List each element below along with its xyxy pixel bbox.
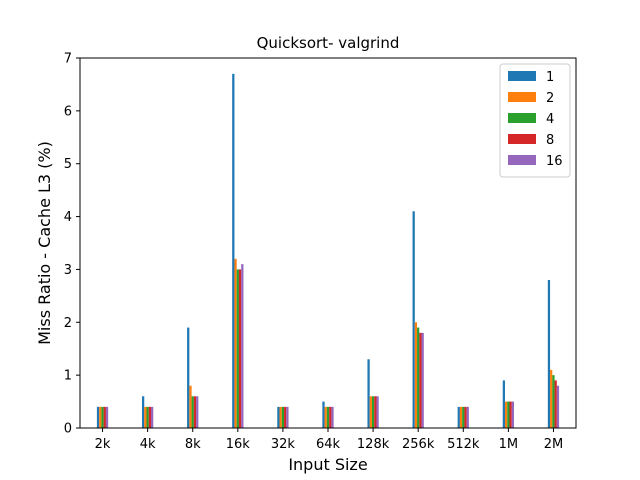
bar-1M-series-1 bbox=[502, 380, 505, 428]
y-tick-label: 4 bbox=[64, 210, 72, 225]
bar-1M-series-2 bbox=[504, 401, 508, 428]
x-tick-label: 256k bbox=[402, 437, 435, 452]
y-tick-label: 3 bbox=[64, 263, 72, 278]
y-tick-label: 7 bbox=[64, 52, 72, 67]
x-tick-label: 1M bbox=[499, 437, 519, 452]
bar-2k-series-1 bbox=[96, 406, 100, 428]
bar-64k-series-8 bbox=[329, 406, 332, 428]
legend-swatch-1 bbox=[508, 71, 536, 81]
bar-512k-series-1 bbox=[457, 406, 460, 428]
legend-label-8: 8 bbox=[546, 133, 554, 148]
x-tick-label: 2M bbox=[544, 437, 564, 452]
bar-4k-series-2 bbox=[144, 406, 147, 428]
bar-2M-series-4 bbox=[552, 375, 555, 428]
legend-label-4: 4 bbox=[546, 112, 554, 127]
x-tick-label: 128k bbox=[357, 437, 390, 452]
bar-256k-series-1 bbox=[412, 211, 415, 428]
bar-32k-series-2 bbox=[279, 406, 282, 428]
x-tick-label: 512k bbox=[447, 437, 480, 452]
y-tick-label: 6 bbox=[64, 104, 72, 119]
bar-8k-series-2 bbox=[189, 385, 192, 428]
x-tick-label: 4k bbox=[140, 437, 156, 452]
bar-4k-series-1 bbox=[142, 396, 145, 428]
bar-1M-series-8 bbox=[509, 401, 512, 428]
bar-32k-series-1 bbox=[277, 406, 280, 428]
x-axis-ticks: 2k 4k 8k 16k 32k 64k 128k 256k 512k 1M 2M bbox=[95, 428, 564, 452]
bar-2M-series-1 bbox=[547, 280, 551, 428]
bar-2k-series-4 bbox=[101, 406, 104, 428]
x-tick-label: 16k bbox=[226, 437, 251, 452]
bar-2M-series-2 bbox=[550, 369, 553, 428]
legend-label-2: 2 bbox=[546, 91, 554, 106]
y-tick-label: 5 bbox=[64, 157, 72, 172]
bar-32k-series-8 bbox=[284, 406, 287, 428]
bar-128k-series-4 bbox=[371, 396, 375, 428]
bar-4k-series-4 bbox=[146, 406, 149, 428]
bar-512k-series-16 bbox=[466, 406, 469, 428]
x-tick-label: 32k bbox=[271, 437, 296, 452]
bar-2k-series-16 bbox=[105, 406, 109, 428]
bars-layer bbox=[96, 73, 560, 429]
bar-128k-series-1 bbox=[367, 359, 370, 428]
bar-4k-series-16 bbox=[151, 406, 154, 428]
x-tick-label: 64k bbox=[316, 437, 341, 452]
bar-256k-series-2 bbox=[414, 322, 418, 428]
bar-8k-series-16 bbox=[196, 396, 199, 428]
bar-16k-series-16 bbox=[241, 264, 244, 428]
bar-256k-series-16 bbox=[421, 332, 424, 428]
legend-swatch-16 bbox=[508, 155, 536, 165]
legend-label-16: 16 bbox=[546, 154, 563, 169]
bar-2k-series-8 bbox=[103, 406, 106, 428]
bar-16k-series-4 bbox=[236, 269, 239, 428]
bar-1M-series-16 bbox=[511, 401, 514, 428]
y-tick-label: 1 bbox=[64, 369, 72, 384]
legend-swatch-8 bbox=[508, 134, 536, 144]
bar-128k-series-8 bbox=[374, 396, 377, 428]
bar-64k-series-1 bbox=[322, 401, 325, 428]
y-axis-ticks: 0 1 2 3 4 5 6 7 bbox=[64, 52, 80, 437]
y-tick-label: 2 bbox=[64, 316, 72, 331]
bar-2k-series-2 bbox=[99, 406, 102, 428]
chart-title: Quicksort- valgrind bbox=[257, 34, 400, 52]
bar-16k-series-1 bbox=[232, 73, 235, 429]
bar-8k-series-8 bbox=[193, 396, 197, 428]
bar-512k-series-8 bbox=[464, 406, 467, 428]
bar-256k-series-8 bbox=[419, 332, 422, 428]
bar-64k-series-4 bbox=[326, 406, 330, 428]
bar-4k-series-8 bbox=[148, 406, 152, 428]
bar-8k-series-4 bbox=[191, 396, 194, 428]
legend-swatch-4 bbox=[508, 113, 536, 123]
bar-64k-series-16 bbox=[331, 406, 334, 428]
bar-16k-series-8 bbox=[238, 269, 242, 428]
bar-256k-series-4 bbox=[417, 327, 420, 428]
bar-128k-series-2 bbox=[369, 396, 372, 428]
x-axis-label: Input Size bbox=[288, 455, 367, 474]
bar-32k-series-16 bbox=[286, 406, 289, 428]
bar-2M-series-8 bbox=[554, 380, 557, 428]
bar-2M-series-16 bbox=[556, 385, 560, 428]
bar-1M-series-4 bbox=[507, 401, 510, 428]
bar-512k-series-4 bbox=[462, 406, 465, 428]
y-axis-label: Miss Ratio - Cache L3 (%) bbox=[35, 141, 54, 345]
bar-64k-series-2 bbox=[324, 406, 327, 428]
y-tick-label: 0 bbox=[64, 422, 72, 437]
plot-frame bbox=[79, 57, 577, 429]
x-tick-label: 2k bbox=[95, 437, 111, 452]
bar-32k-series-4 bbox=[281, 406, 285, 428]
bar-8k-series-1 bbox=[187, 327, 190, 428]
legend-swatch-2 bbox=[508, 92, 536, 102]
bar-16k-series-2 bbox=[234, 258, 237, 428]
legend: 1 2 4 8 16 bbox=[499, 63, 571, 178]
bar-512k-series-2 bbox=[459, 406, 463, 428]
x-tick-label: 8k bbox=[185, 437, 201, 452]
legend-label-1: 1 bbox=[546, 70, 554, 85]
bar-128k-series-16 bbox=[376, 396, 379, 428]
